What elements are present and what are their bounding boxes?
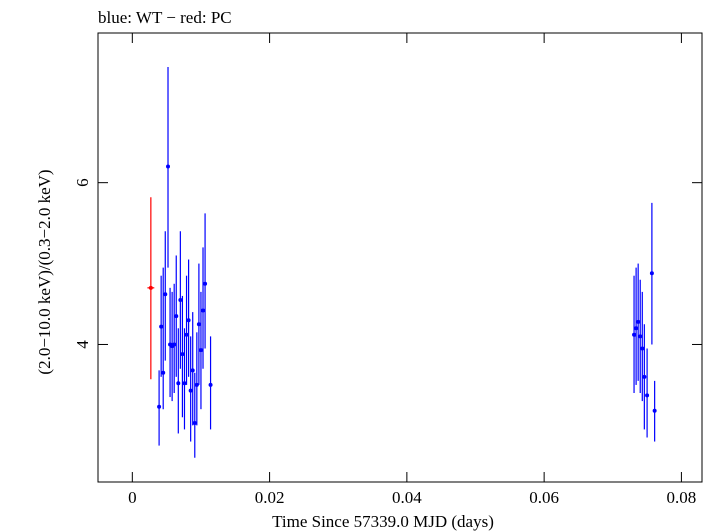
data-point <box>198 348 203 353</box>
data-point <box>159 324 164 329</box>
data-point <box>178 297 183 302</box>
x-tick-label: 0.08 <box>667 488 697 507</box>
x-tick-label: 0.06 <box>529 488 559 507</box>
chart-title: blue: WT − red: PC <box>98 8 232 27</box>
data-point <box>194 382 199 387</box>
data-point <box>192 420 197 425</box>
data-point <box>157 404 162 409</box>
y-axis-label: (2.0−10.0 keV)/(0.3−2.0 keV) <box>35 169 54 374</box>
data-point <box>652 408 657 413</box>
data-point <box>166 164 171 169</box>
data-point <box>172 342 177 347</box>
data-point <box>184 332 189 337</box>
data-point <box>148 285 153 290</box>
data-point <box>163 292 168 297</box>
x-axis-label: Time Since 57339.0 MJD (days) <box>272 512 494 531</box>
data-point <box>636 319 641 324</box>
data-point <box>634 326 639 331</box>
data-point <box>201 308 206 313</box>
y-tick-label: 6 <box>73 178 92 187</box>
data-point <box>182 381 187 386</box>
data-point <box>203 281 208 286</box>
series-wt <box>157 66 657 458</box>
x-tick-label: 0.02 <box>255 488 285 507</box>
data-point <box>180 352 185 357</box>
data-point <box>208 382 213 387</box>
y-tick-label: 4 <box>73 340 92 349</box>
data-point <box>640 346 645 351</box>
x-tick-label: 0 <box>128 488 137 507</box>
data-point <box>190 368 195 373</box>
data-points <box>147 66 657 458</box>
axis-ticks: 0 0.02 0.04 0.06 0.08 4 6 <box>73 33 702 507</box>
series-pc <box>147 197 155 380</box>
data-point <box>186 318 191 323</box>
data-point <box>161 370 166 375</box>
plot-frame <box>97 32 703 483</box>
data-point <box>642 374 647 379</box>
data-point <box>188 388 193 393</box>
data-point <box>638 334 643 339</box>
data-point <box>645 393 650 398</box>
data-point <box>174 314 179 319</box>
data-point <box>196 322 201 327</box>
data-point <box>632 332 637 337</box>
x-tick-label: 0.04 <box>392 488 422 507</box>
data-point <box>649 271 654 276</box>
data-point <box>176 381 181 386</box>
